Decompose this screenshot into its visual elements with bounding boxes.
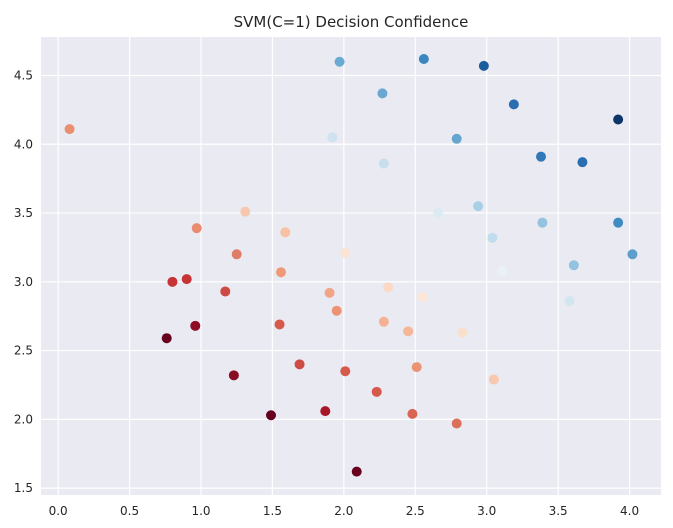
y-tick-label: 2.5 bbox=[14, 344, 33, 358]
data-point bbox=[276, 267, 286, 278]
grid-lines bbox=[41, 37, 661, 495]
data-point bbox=[191, 223, 202, 234]
data-point bbox=[334, 56, 345, 67]
data-point bbox=[564, 296, 575, 307]
y-tick-label: 1.5 bbox=[14, 481, 33, 495]
data-point bbox=[220, 286, 231, 297]
data-point bbox=[497, 265, 508, 276]
data-point bbox=[411, 362, 422, 373]
data-point bbox=[64, 124, 75, 135]
data-point bbox=[488, 374, 499, 385]
data-point bbox=[331, 305, 342, 316]
data-point bbox=[478, 60, 489, 71]
data-point bbox=[280, 227, 291, 238]
data-point bbox=[377, 88, 388, 99]
data-point bbox=[327, 132, 338, 143]
data-point bbox=[161, 333, 172, 344]
data-point bbox=[418, 54, 429, 65]
data-point bbox=[320, 406, 331, 417]
x-tick-label: 4.0 bbox=[620, 504, 639, 518]
data-point bbox=[627, 249, 638, 260]
data-points bbox=[64, 54, 638, 477]
y-tick-label: 3.0 bbox=[14, 275, 33, 289]
data-point bbox=[536, 151, 546, 162]
data-point bbox=[613, 114, 624, 125]
data-point bbox=[228, 370, 239, 381]
x-tick-label: 3.0 bbox=[477, 504, 496, 518]
data-point bbox=[451, 418, 462, 429]
x-tick-label: 3.5 bbox=[549, 504, 568, 518]
data-point bbox=[487, 232, 498, 243]
x-tick-label: 0.0 bbox=[49, 504, 68, 518]
y-tick-label: 2.0 bbox=[14, 412, 33, 426]
x-tick-label: 2.0 bbox=[334, 504, 353, 518]
data-point bbox=[294, 359, 305, 370]
data-point bbox=[351, 466, 362, 477]
data-point bbox=[190, 320, 201, 331]
data-point bbox=[167, 276, 178, 287]
data-point bbox=[340, 366, 351, 377]
x-tick-label: 1.0 bbox=[191, 504, 210, 518]
data-point bbox=[378, 316, 389, 327]
data-point bbox=[537, 217, 548, 228]
data-point bbox=[383, 282, 394, 293]
data-point bbox=[371, 386, 382, 397]
data-point bbox=[613, 217, 624, 228]
data-point bbox=[240, 206, 251, 217]
y-tick-label: 3.5 bbox=[14, 206, 33, 220]
data-point bbox=[231, 249, 242, 260]
data-point bbox=[266, 410, 276, 421]
y-axis-ticks: 1.5 2.0 2.5 3.0 3.5 4.0 4.5 bbox=[14, 69, 33, 496]
data-point bbox=[378, 158, 389, 169]
data-point bbox=[274, 319, 285, 330]
data-point bbox=[181, 274, 192, 285]
chart-title: SVM(C=1) Decision Confidence bbox=[233, 13, 469, 31]
data-point bbox=[340, 247, 351, 258]
data-point bbox=[473, 201, 484, 212]
data-point bbox=[508, 99, 519, 110]
data-point bbox=[324, 287, 335, 298]
data-point bbox=[433, 208, 444, 219]
plot-background bbox=[41, 37, 661, 495]
data-point bbox=[568, 260, 579, 271]
data-point bbox=[403, 326, 414, 337]
x-tick-label: 2.5 bbox=[406, 504, 425, 518]
data-point bbox=[451, 133, 462, 144]
data-point bbox=[417, 291, 428, 302]
y-tick-label: 4.5 bbox=[14, 69, 33, 83]
x-tick-label: 0.5 bbox=[120, 504, 139, 518]
data-point bbox=[577, 157, 588, 168]
data-point bbox=[407, 408, 418, 419]
y-tick-label: 4.0 bbox=[14, 137, 33, 151]
x-axis-ticks: 0.0 0.5 1.0 1.5 2.0 2.5 3.0 3.5 4.0 bbox=[49, 504, 640, 518]
data-point bbox=[457, 327, 468, 338]
x-tick-label: 1.5 bbox=[263, 504, 282, 518]
